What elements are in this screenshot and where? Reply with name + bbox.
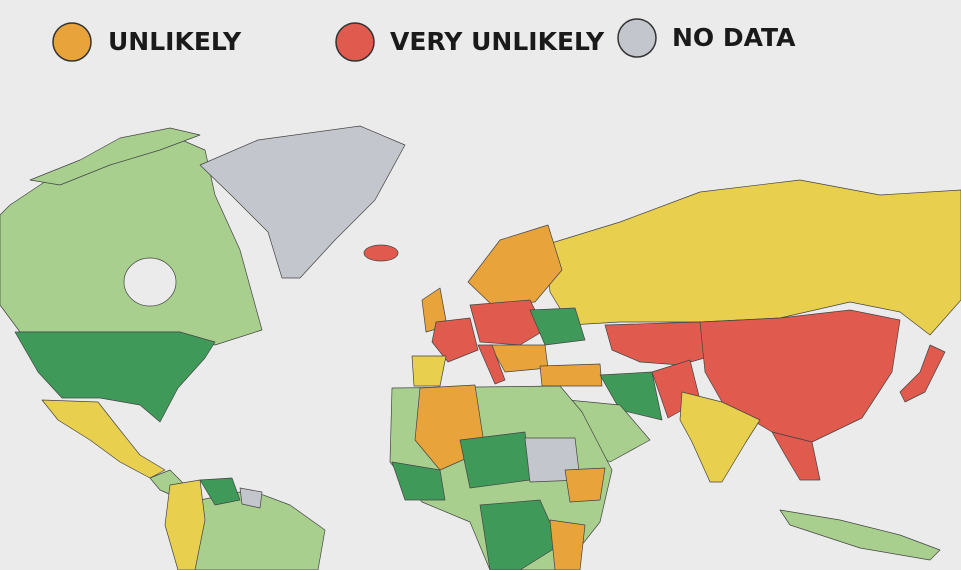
- indonesia: [779, 509, 941, 561]
- mexico: [41, 399, 166, 479]
- east-africa: [549, 519, 586, 570]
- legend-label: UNLIKELY: [108, 27, 242, 56]
- indochina: [771, 431, 821, 481]
- japan: [899, 344, 946, 403]
- france: [431, 317, 479, 363]
- central-africa: [479, 499, 561, 570]
- hudson-bay: [123, 257, 177, 307]
- west-africa: [391, 461, 446, 501]
- ethiopia: [564, 467, 606, 503]
- venezuela: [199, 477, 241, 506]
- iran: [599, 371, 663, 421]
- legend-swatch: [617, 18, 657, 58]
- legend-label: VERY UNLIKELY: [390, 27, 605, 56]
- turkey: [539, 363, 603, 387]
- italy: [477, 344, 506, 385]
- iceland: [363, 244, 399, 262]
- legend-swatch: [335, 22, 375, 62]
- central-europe: [469, 299, 546, 346]
- china: [699, 309, 901, 443]
- india: [679, 391, 761, 483]
- usa: [14, 331, 216, 423]
- ukraine: [529, 307, 586, 346]
- guianas: [239, 487, 263, 509]
- russia: [544, 179, 961, 336]
- legend-label: NO DATA: [672, 23, 796, 52]
- arctic-islands: [29, 127, 201, 186]
- countries: [0, 125, 961, 570]
- legend-swatch: [52, 22, 92, 62]
- scandinavia: [467, 224, 563, 306]
- spain: [411, 355, 447, 387]
- niger-chad: [459, 431, 531, 489]
- legend: UNLIKELY VERY UNLIKELY NO DATA: [52, 18, 796, 62]
- kazakhstan: [604, 321, 716, 366]
- greenland: [199, 125, 406, 279]
